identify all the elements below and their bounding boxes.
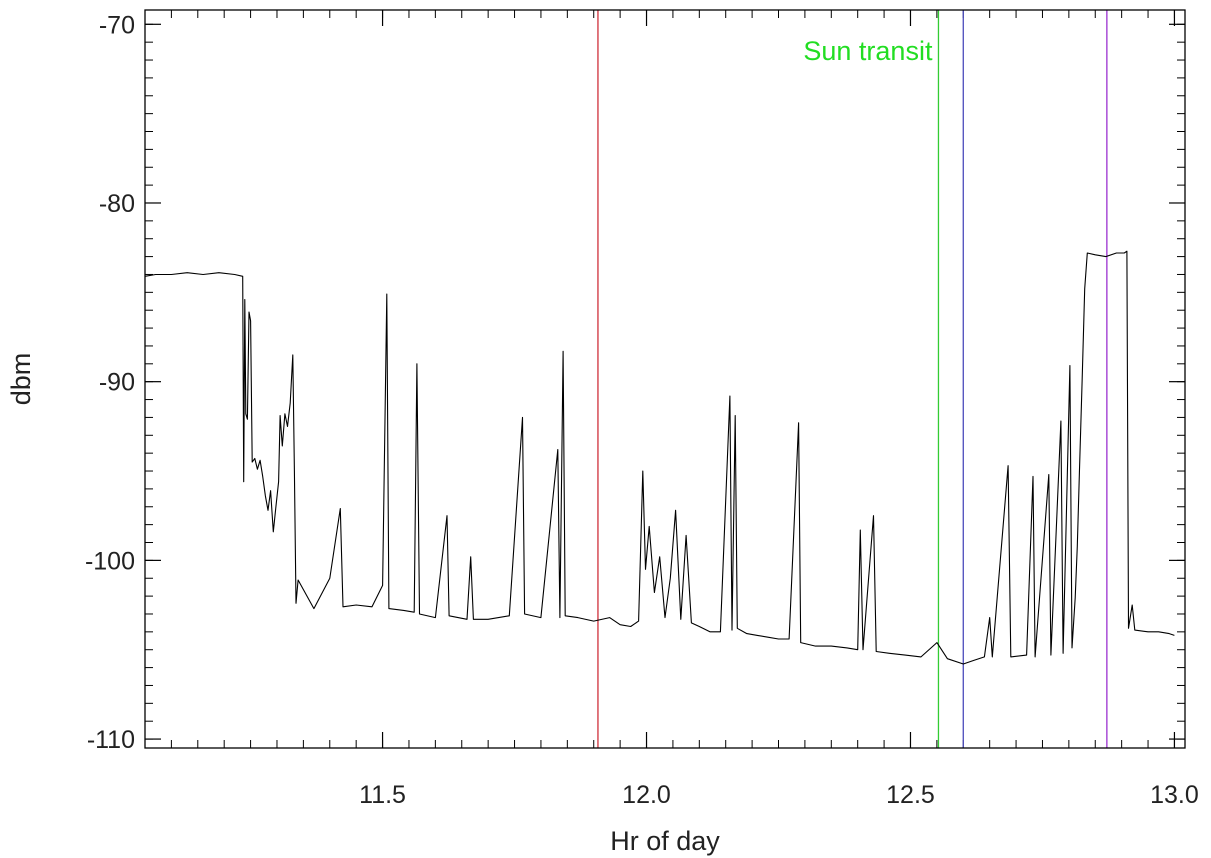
x-tick-label: 13.0	[1150, 781, 1199, 809]
x-axis-title: Hr of day	[610, 826, 720, 856]
x-tick-label: 11.5	[359, 781, 406, 809]
annotations: Sun transit	[803, 36, 933, 66]
x-tick-labels: 11.5 12.0 12.5 13.0	[359, 781, 1199, 809]
y-axis-title: dbm	[6, 353, 36, 406]
y-tick-labels: -110 -100 -90 -80 -70	[85, 11, 135, 754]
annotation-text: Sun transit	[803, 36, 933, 66]
y-tick-label: -110	[87, 726, 135, 754]
x-tick-label: 12.0	[622, 781, 671, 809]
y-tick-label: -80	[99, 190, 135, 218]
series-line	[144, 250, 1175, 665]
y-tick-label: -70	[99, 11, 135, 39]
x-tick-label: 12.5	[886, 781, 935, 809]
series-group	[144, 250, 1175, 665]
y-tick-label: -100	[85, 547, 135, 575]
marker-lines	[597, 10, 1108, 748]
plot-frame	[144, 9, 1186, 749]
y-tick-label: -90	[99, 369, 135, 397]
major-ticks	[145, 10, 1185, 748]
